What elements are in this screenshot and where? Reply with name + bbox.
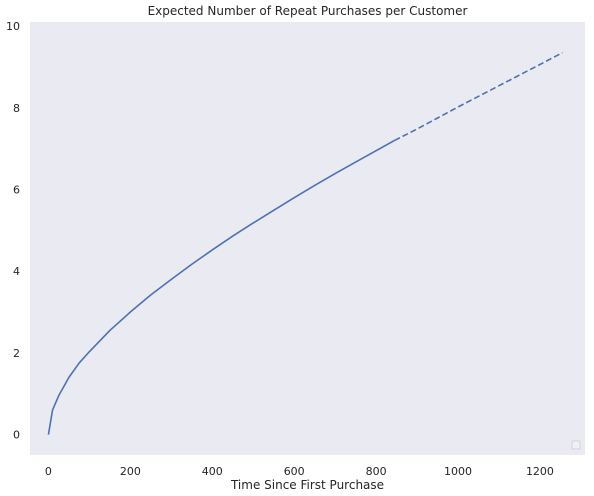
x-tick-label: 400 — [202, 465, 223, 478]
x-axis-label: Time Since First Purchase — [230, 478, 384, 492]
x-tick-label: 1200 — [526, 465, 554, 478]
y-axis-ticks: 0 2 4 6 8 10 — [6, 20, 20, 441]
y-tick-label: 2 — [13, 347, 20, 360]
series-line-solid — [47, 139, 395, 435]
y-tick-label: 6 — [13, 183, 20, 196]
x-tick-label: 1000 — [444, 465, 472, 478]
plot-area — [30, 22, 585, 455]
y-tick-label: 4 — [13, 265, 20, 278]
y-tick-label: 0 — [13, 429, 20, 442]
x-tick-label: 600 — [284, 465, 305, 478]
series-lines — [47, 51, 563, 435]
chart-title: Expected Number of Repeat Purchases per … — [148, 4, 468, 18]
legend-box — [571, 440, 581, 450]
x-tick-label: 0 — [45, 465, 52, 478]
x-tick-label: 800 — [366, 465, 387, 478]
x-axis-ticks: 0 200 400 600 800 1000 1200 — [45, 465, 554, 478]
series-line-dashed — [394, 51, 563, 142]
y-tick-label: 10 — [6, 20, 20, 33]
y-tick-label: 8 — [13, 102, 20, 115]
x-tick-label: 200 — [120, 465, 141, 478]
